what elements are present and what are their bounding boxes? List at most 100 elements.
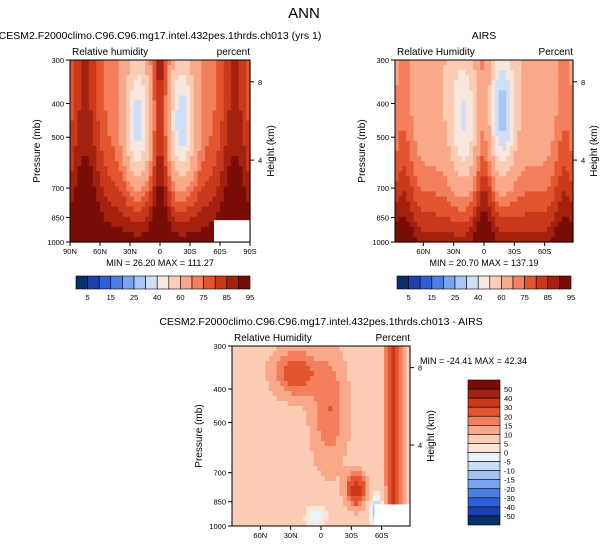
field-cell (417, 65, 422, 71)
field-cell (398, 100, 404, 107)
field-cell (265, 346, 270, 352)
field-cell (328, 371, 333, 377)
field-cell (558, 211, 563, 218)
field-cell (450, 125, 455, 132)
field-cell (454, 120, 459, 127)
field-cell (100, 226, 105, 233)
colorbar-label: 60 (497, 293, 505, 302)
field-cell (126, 201, 131, 208)
field-cell (243, 446, 248, 452)
field-cell (372, 426, 378, 432)
field-cell (70, 191, 75, 198)
field-cell (398, 145, 404, 152)
field-cell (220, 191, 225, 198)
field-cell (291, 486, 296, 492)
field-cell (543, 115, 548, 122)
field-cell (484, 216, 489, 223)
field-cell (163, 181, 169, 187)
field-cell (160, 130, 165, 137)
field-cell (395, 191, 400, 198)
field-cell (361, 501, 367, 507)
colorbar-label: 75 (520, 293, 528, 302)
field-cell (223, 211, 229, 218)
field-cell (201, 130, 206, 137)
field-cell (339, 436, 344, 442)
field-cell (272, 451, 278, 457)
min-max-stats: MIN = 26.20 MAX = 111.27 (106, 258, 214, 268)
field-cell (88, 110, 94, 117)
field-cell (182, 166, 187, 172)
field-cell (216, 196, 221, 203)
field-cell (261, 486, 266, 492)
field-cell (335, 386, 341, 392)
field-cell (137, 125, 142, 132)
colorbar-swatch (454, 275, 467, 290)
field-cell (243, 346, 248, 352)
field-cell (495, 130, 500, 137)
field-cell (103, 186, 109, 193)
x-tick-label: 0 (482, 247, 486, 256)
field-cell (543, 171, 548, 177)
field-cell (358, 461, 363, 467)
field-cell (502, 125, 507, 132)
field-cell (365, 356, 370, 362)
field-cell (156, 140, 161, 147)
field-cell (558, 201, 563, 208)
field-cell (239, 391, 244, 397)
field-cell (190, 171, 195, 177)
field-cell (498, 90, 504, 96)
field-cell (521, 221, 526, 228)
field-cell (257, 436, 263, 442)
field-cell (103, 166, 109, 172)
field-cell (328, 416, 333, 422)
field-cell (152, 221, 157, 228)
field-cell (476, 80, 481, 86)
field-cell (309, 486, 315, 492)
field-cell (528, 166, 533, 172)
field-cell (238, 216, 244, 223)
field-cell (261, 371, 266, 377)
field-cell (369, 396, 374, 402)
field-cell (439, 226, 444, 233)
field-cell (369, 381, 374, 387)
field-cell (287, 406, 292, 412)
field-cell (243, 511, 248, 517)
field-cell (103, 60, 109, 66)
field-cell (182, 65, 187, 71)
field-cell (502, 70, 507, 76)
field-cell (269, 406, 274, 412)
field-cell (339, 426, 344, 432)
field-cell (160, 236, 165, 243)
field-cell (395, 90, 400, 96)
field-cell (186, 80, 191, 86)
field-cell (354, 476, 359, 482)
field-cell (517, 231, 522, 238)
field-cell (406, 80, 411, 86)
field-cell (243, 441, 248, 447)
field-cell (517, 191, 522, 198)
field-cell (454, 221, 459, 228)
field-cell (472, 156, 478, 162)
field-cell (443, 151, 448, 157)
field-cell (152, 206, 157, 213)
field-cell (420, 211, 426, 218)
field-cell (148, 161, 154, 167)
field-cell (354, 491, 359, 497)
field-cell (398, 140, 404, 147)
field-cell (193, 90, 199, 96)
field-cell (190, 100, 195, 107)
field-cell (435, 221, 441, 228)
field-cell (254, 521, 259, 527)
field-cell (111, 105, 116, 112)
field-cell (238, 171, 244, 177)
field-cell (424, 120, 429, 127)
field-cell (190, 221, 195, 228)
field-cell (280, 466, 285, 472)
field-cell (361, 446, 367, 452)
field-cell (435, 90, 441, 96)
field-cell (145, 206, 150, 213)
field-cell (235, 511, 241, 517)
field-cell (88, 216, 94, 223)
field-cell (439, 166, 444, 172)
field-cell (321, 441, 326, 447)
